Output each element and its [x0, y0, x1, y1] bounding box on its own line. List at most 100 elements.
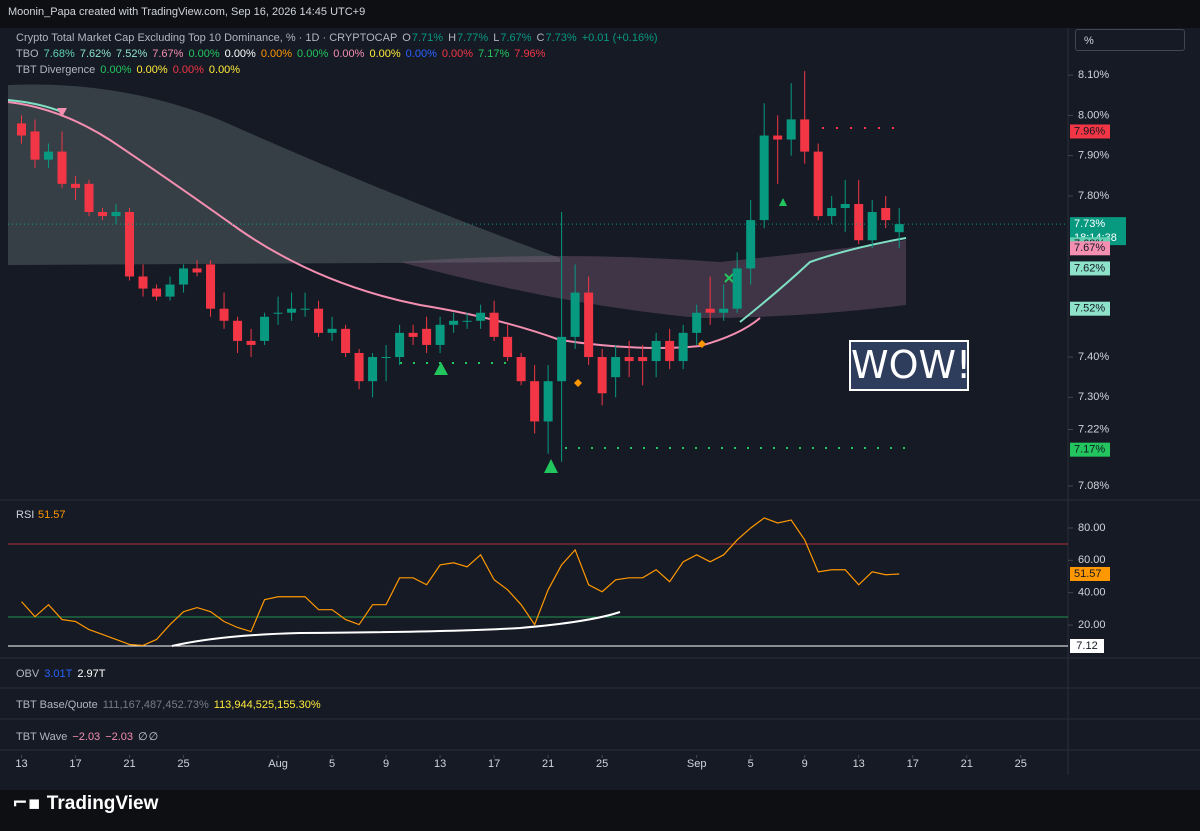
candle-body [503, 336, 513, 358]
legend-value: 0.00% [333, 48, 365, 60]
candle-body [732, 268, 742, 309]
tbo-cloud [400, 240, 906, 318]
legend-value: 7.68% [43, 48, 75, 60]
legend-value: 0.00% [297, 48, 329, 60]
signal-marker [698, 340, 706, 348]
candle-body [368, 357, 378, 382]
candle-body [786, 119, 796, 140]
legend-row: TBT Divergence 0.00% 0.00% 0.00% 0.00% [16, 64, 245, 76]
obv-line [171, 611, 621, 647]
candle-body [125, 212, 135, 277]
rsi-tick-label: 80.00 [1078, 522, 1106, 534]
legend-row: OBV 3.01T 2.97T [16, 668, 111, 680]
x-tick-label: 21 [542, 758, 554, 770]
signal-marker [57, 108, 67, 117]
candle-body [597, 357, 607, 394]
candle-body [84, 183, 94, 213]
candle-body [557, 336, 567, 382]
candle-body [827, 208, 837, 217]
x-tick-label: Sep [687, 758, 707, 770]
tbo-line [7, 99, 907, 323]
legend-value: 0.00% [100, 64, 132, 76]
legend-name: TBT Divergence [16, 64, 96, 76]
rsi-tick-label: 60.00 [1078, 554, 1106, 566]
candle-body [773, 135, 783, 140]
candle-body [395, 332, 405, 358]
rsi-tick-label: 20.00 [1078, 619, 1106, 631]
x-tick-label: 13 [853, 758, 865, 770]
logo-text: TradingView [46, 793, 159, 814]
candle-body [192, 268, 202, 273]
x-tick-label: 13 [15, 758, 27, 770]
candle-body [611, 357, 621, 378]
candle-body [665, 340, 675, 362]
candle-body [233, 320, 243, 341]
legend-value: C [536, 32, 545, 44]
price-label-box [1070, 442, 1110, 457]
price-label: 7.17% [1074, 444, 1105, 456]
price-label: 7.62% [1074, 262, 1105, 274]
legend-value: ∅ [148, 731, 159, 743]
candle-body [881, 208, 891, 221]
signal-marker [724, 273, 734, 283]
legend-value: 7.52% [116, 48, 148, 60]
candle-body [219, 308, 229, 321]
candle-body [813, 151, 823, 217]
legend-name: Crypto Total Market Cap Excluding Top 10… [16, 32, 398, 44]
candle-body [314, 308, 324, 333]
candle-body [273, 312, 283, 314]
candle-body [678, 332, 688, 362]
legend-value: L [493, 32, 500, 44]
candle-body [287, 308, 297, 313]
signal-marker [544, 459, 558, 473]
x-tick-label: 17 [69, 758, 81, 770]
candle-body [44, 151, 54, 160]
candle-body [894, 224, 904, 233]
x-tick-label: Aug [268, 758, 288, 770]
candle-body [800, 119, 810, 152]
tbo-fast-line [7, 101, 761, 349]
candle-body [71, 183, 81, 188]
price-label: 7.52% [1074, 303, 1105, 315]
candle-body [449, 320, 459, 325]
legend-value: 0.00% [188, 48, 220, 60]
candle-body [705, 308, 715, 313]
candle-body [624, 357, 634, 362]
candle-body [719, 308, 729, 313]
candle-body [111, 212, 121, 217]
legend-value: 7.67% [500, 32, 532, 44]
legend-value: 0.00% [369, 48, 401, 60]
candle-body [692, 312, 702, 333]
credit: Moonin_Papa created with TradingView.com… [8, 6, 366, 18]
candle-body [30, 131, 40, 160]
price-label-box [1070, 124, 1110, 139]
y-tick-label: 7.08% [1078, 480, 1109, 492]
candle-body [759, 135, 769, 221]
candle-body [462, 320, 472, 322]
price-label: 7.96% [1074, 125, 1105, 137]
rsi-line [21, 517, 900, 647]
legend-row: TBT Base/Quote 111,167,487,452.73% 113,944… [16, 699, 326, 711]
signal-marker [574, 379, 582, 387]
legend-value: 0.00% [224, 48, 256, 60]
legend-value: 7.71% [411, 32, 444, 44]
legend-value: 7.96% [514, 48, 546, 60]
scale-button[interactable]: % [1075, 29, 1185, 51]
rsi-value-label: 51.57 [1074, 568, 1102, 580]
candle-body [341, 328, 351, 353]
x-tick-label: 25 [1015, 758, 1027, 770]
legend-value: 0.00% [405, 48, 437, 60]
legend-name: OBV [16, 668, 40, 680]
legend-value: 0.00% [172, 64, 204, 76]
x-tick-label: 21 [123, 758, 135, 770]
legend-value: 7.73% [545, 32, 577, 44]
price-label: 7.67% [1074, 242, 1105, 254]
candle-body [152, 288, 162, 297]
legend-value: 113,944,525,155.30% [213, 699, 321, 711]
price-label-box [1070, 261, 1110, 276]
legend-value: 2.97T [77, 668, 106, 680]
x-tick-label: 25 [177, 758, 189, 770]
x-tick-label: 9 [802, 758, 808, 770]
legend-value: +0.01 (+0.16%) [581, 32, 658, 44]
